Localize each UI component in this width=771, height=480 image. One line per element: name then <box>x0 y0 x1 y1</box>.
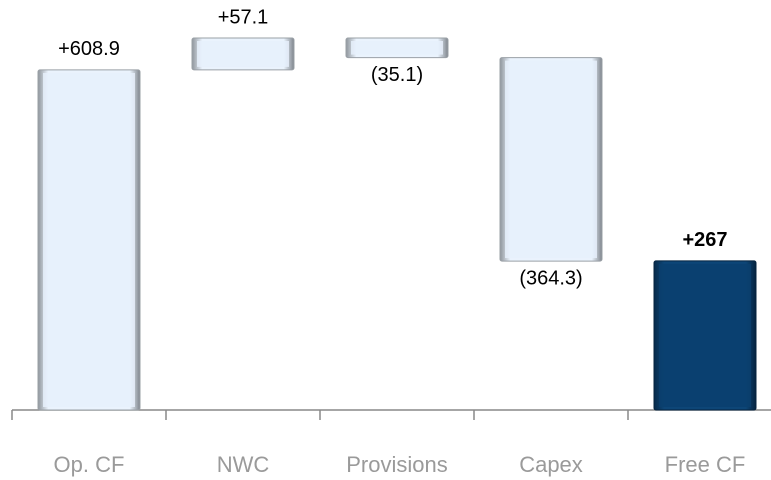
value-label: (364.3) <box>519 267 582 289</box>
x-tick-label: NWC <box>217 452 270 477</box>
bar-highlight <box>351 41 443 55</box>
x-tick-label: Capex <box>519 452 583 477</box>
value-label: +267 <box>682 229 727 251</box>
value-label: +57.1 <box>218 6 269 28</box>
x-tick-label: Free CF <box>665 452 746 477</box>
x-tick-label: Op. CF <box>54 452 125 477</box>
bar-highlight <box>505 60 597 259</box>
x-tick-label: Provisions <box>346 452 447 477</box>
bar-highlight <box>659 263 751 407</box>
value-label: (35.1) <box>371 64 423 86</box>
bar-highlight <box>43 72 135 408</box>
bar-highlight <box>197 41 289 67</box>
value-label: +608.9 <box>58 38 120 60</box>
